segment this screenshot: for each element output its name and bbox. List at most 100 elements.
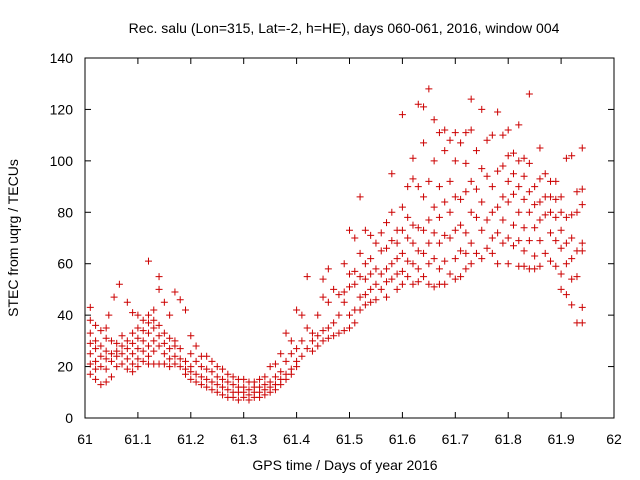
data-point (562, 239, 570, 247)
data-point (319, 327, 327, 335)
y-tick-label: 100 (50, 153, 74, 169)
data-point (509, 190, 517, 198)
data-point (213, 381, 221, 389)
data-point (547, 257, 555, 265)
data-point (377, 270, 385, 278)
data-point (213, 373, 221, 381)
data-point (531, 183, 539, 191)
data-point (372, 265, 380, 273)
data-point (102, 347, 110, 355)
data-point (197, 363, 205, 371)
data-point (129, 360, 137, 368)
data-point (557, 208, 565, 216)
data-point (504, 177, 512, 185)
data-point (509, 221, 517, 229)
data-point (160, 298, 168, 306)
data-point (520, 195, 528, 203)
data-point (388, 260, 396, 268)
data-point (578, 319, 586, 327)
data-point (562, 154, 570, 162)
data-point (404, 273, 412, 281)
data-point (287, 370, 295, 378)
data-point (219, 391, 227, 399)
data-point (467, 208, 475, 216)
data-point (383, 244, 391, 252)
data-point (552, 177, 560, 185)
data-point (134, 355, 142, 363)
data-point (414, 278, 422, 286)
data-point (520, 247, 528, 255)
data-point (160, 329, 168, 337)
data-point (494, 203, 502, 211)
data-point (578, 303, 586, 311)
x-tick-label: 62 (606, 431, 622, 447)
data-point (568, 255, 576, 263)
data-point (118, 332, 126, 340)
data-point (562, 260, 570, 268)
data-point (271, 386, 279, 394)
data-point (457, 221, 465, 229)
data-point (97, 327, 105, 335)
data-point (361, 260, 369, 268)
data-point (346, 283, 353, 291)
data-point (441, 257, 449, 265)
data-point (113, 339, 121, 347)
data-point (356, 293, 364, 301)
data-point (467, 177, 475, 185)
x-tick-label: 61.4 (283, 431, 310, 447)
x-tick-label: 61.5 (336, 431, 363, 447)
data-point (499, 131, 507, 139)
data-point (451, 193, 459, 201)
data-point (314, 342, 322, 350)
data-point (578, 239, 586, 247)
data-point (129, 350, 137, 358)
data-point (441, 147, 449, 155)
data-point (208, 386, 216, 394)
data-point (197, 373, 205, 381)
data-point (150, 316, 158, 324)
data-point (451, 226, 459, 234)
data-point (102, 334, 110, 342)
data-point (351, 267, 359, 275)
data-point (420, 139, 428, 147)
data-point (414, 224, 422, 232)
data-point (457, 139, 465, 147)
data-point (139, 327, 147, 335)
data-point (171, 360, 179, 368)
data-point (213, 388, 221, 396)
data-point (568, 275, 576, 283)
data-points (86, 85, 586, 404)
data-point (86, 329, 94, 337)
data-point (139, 357, 147, 365)
data-point (308, 329, 316, 337)
data-point (102, 378, 110, 386)
data-point (330, 332, 338, 340)
data-point (192, 370, 200, 378)
data-point (203, 365, 211, 373)
x-tick-label: 61.3 (230, 431, 257, 447)
data-point (525, 237, 533, 245)
data-point (536, 144, 544, 152)
data-point (107, 373, 115, 381)
data-point (160, 339, 168, 347)
data-point (319, 275, 327, 283)
data-point (425, 85, 433, 93)
data-point (552, 195, 560, 203)
data-point (383, 219, 391, 227)
data-point (150, 347, 158, 355)
data-point (467, 95, 475, 103)
data-point (409, 175, 417, 183)
data-point (229, 373, 237, 381)
data-point (203, 383, 211, 391)
data-point (536, 216, 544, 224)
y-tick-label: 80 (57, 204, 73, 220)
data-point (346, 311, 353, 319)
data-point (351, 280, 359, 288)
data-point (308, 337, 316, 345)
data-point (367, 285, 375, 293)
data-point (324, 298, 332, 306)
data-point (573, 273, 581, 281)
data-point (430, 283, 438, 291)
data-point (150, 324, 158, 332)
data-point (568, 152, 576, 160)
